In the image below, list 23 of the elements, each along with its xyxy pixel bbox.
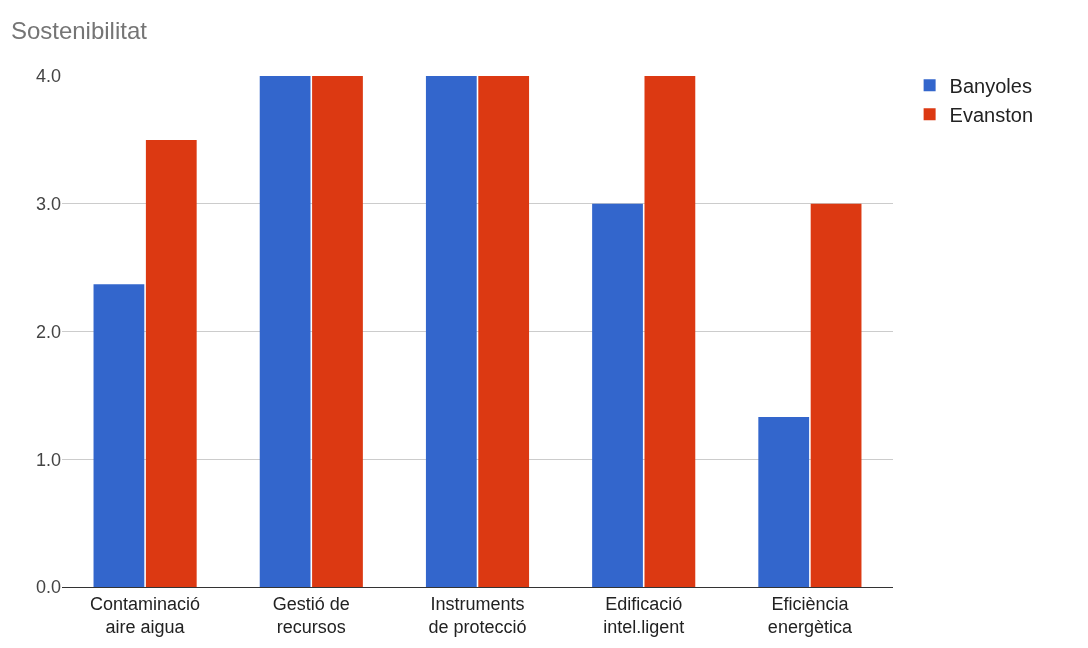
bar (592, 203, 643, 587)
bar (758, 417, 810, 587)
y-tick-label: 3.0 (35, 194, 61, 215)
bar (259, 76, 311, 587)
x-tick-label: Contaminació aire aigua (90, 593, 201, 637)
x-tick-label: Eficiència energètica (767, 593, 853, 637)
bar (145, 139, 197, 587)
bar (312, 76, 363, 587)
legend-label: Evanston (949, 104, 1034, 127)
bar (93, 284, 145, 587)
x-tick-label: Gestió de recursos (272, 593, 350, 637)
y-tick-label: 0.0 (35, 577, 61, 598)
y-tick-label: 2.0 (35, 321, 61, 342)
x-tick-label: Edificació intel.ligent (603, 593, 685, 637)
y-tick-label: 4.0 (35, 66, 61, 87)
y-tick-label: 1.0 (35, 449, 61, 470)
bar (644, 76, 696, 587)
legend-label: Banyoles (949, 75, 1032, 98)
bar (810, 203, 862, 587)
bar (478, 76, 530, 587)
bar (425, 76, 477, 587)
chart-title: Sostenibilitat (10, 17, 148, 45)
x-tick-label: Instruments de protecció (428, 593, 527, 637)
